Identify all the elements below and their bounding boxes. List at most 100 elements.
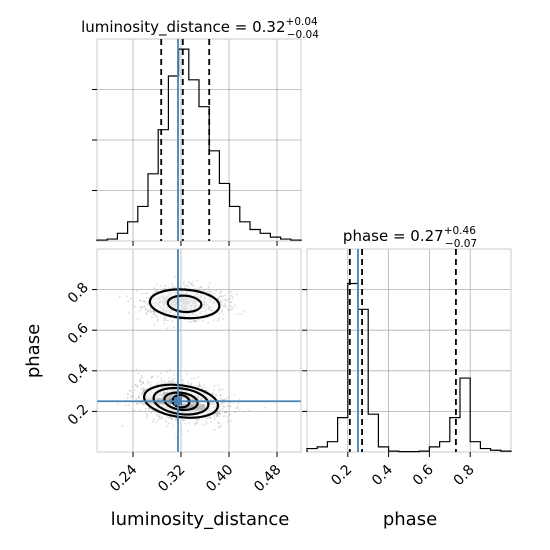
sample-point — [139, 306, 142, 309]
sample-point — [130, 394, 133, 397]
sample-point — [173, 286, 175, 289]
sample-point — [155, 383, 158, 386]
sample-point — [134, 383, 137, 386]
sample-point — [139, 299, 142, 302]
sample-point — [222, 295, 224, 298]
sample-point — [213, 319, 215, 322]
sample-point — [224, 411, 227, 414]
sample-point — [145, 308, 148, 311]
sample-point — [207, 321, 210, 324]
sample-point — [237, 313, 240, 315]
sample-point — [238, 398, 241, 401]
sample-point — [190, 377, 193, 380]
sample-point — [219, 412, 222, 415]
sample-point — [139, 378, 142, 380]
sample-point — [205, 386, 207, 389]
sample-point — [213, 416, 216, 418]
sample-point — [229, 297, 231, 300]
sample-point — [140, 383, 143, 386]
sample-point — [147, 309, 149, 312]
sample-point — [148, 407, 151, 410]
sample-point — [207, 291, 210, 293]
sample-point — [174, 285, 177, 288]
sample-point — [206, 291, 208, 293]
sample-point — [225, 411, 228, 414]
sample-point — [206, 417, 209, 420]
sample-point — [217, 412, 220, 415]
sample-point — [144, 388, 146, 391]
sample-point — [141, 392, 144, 395]
sample-point — [236, 407, 239, 409]
sample-point — [141, 376, 143, 379]
sample-point — [135, 385, 138, 388]
sample-point — [136, 318, 139, 321]
sample-point — [231, 295, 234, 298]
sample-point — [146, 380, 149, 383]
sample-point — [201, 387, 204, 389]
sample-point — [219, 424, 222, 427]
sample-point — [134, 305, 137, 308]
sample-point — [157, 319, 159, 322]
sample-point — [194, 423, 197, 426]
sample-point — [237, 402, 239, 405]
sample-point — [143, 300, 145, 303]
sample-point — [264, 406, 266, 409]
sample-point — [229, 305, 232, 307]
sample-point — [150, 310, 152, 313]
sample-point — [157, 318, 159, 321]
sample-point — [143, 305, 145, 308]
joint-ytick-label: 0.2 — [65, 402, 92, 429]
sample-point — [160, 417, 163, 420]
sample-point — [195, 320, 198, 323]
sample-point — [210, 291, 213, 293]
sample-point — [220, 303, 223, 305]
sample-point — [222, 305, 224, 307]
sample-point — [163, 287, 166, 290]
sample-point — [166, 371, 168, 373]
sample-point — [220, 295, 223, 298]
sample-point — [219, 394, 222, 396]
sample-point — [155, 421, 158, 424]
sample-point — [156, 290, 159, 292]
sample-point — [158, 413, 161, 416]
xlabel-phase: phase — [383, 509, 437, 530]
sample-point — [151, 376, 154, 378]
sample-point — [139, 409, 142, 412]
sample-point — [219, 394, 222, 396]
sample-point — [217, 421, 220, 424]
sample-point — [160, 415, 163, 418]
sample-point — [138, 396, 141, 399]
sample-point — [205, 288, 208, 291]
sample-point — [135, 401, 138, 404]
sample-point — [207, 287, 210, 289]
sample-point — [167, 381, 170, 383]
sample-point — [170, 418, 173, 421]
sample-point — [203, 384, 205, 386]
sample-point — [143, 300, 146, 302]
sample-point — [187, 381, 190, 383]
sample-point — [135, 368, 138, 371]
sample-point — [170, 380, 173, 383]
joint-xtick-label: 0.24 — [107, 462, 140, 495]
sample-point — [200, 286, 203, 289]
sample-point — [156, 315, 158, 318]
sample-point — [162, 381, 165, 384]
sample-point — [171, 417, 174, 420]
sample-point — [215, 413, 218, 416]
sample-point — [175, 418, 178, 421]
sample-point — [229, 405, 231, 407]
sample-point — [157, 415, 160, 418]
sample-point — [165, 421, 168, 423]
contour-line — [148, 288, 221, 320]
sample-point — [200, 423, 203, 426]
sample-point — [198, 384, 201, 387]
sample-point — [243, 311, 246, 313]
sample-point — [149, 311, 152, 313]
sample-point — [195, 419, 198, 422]
sample-point — [180, 429, 183, 432]
sample-point — [147, 303, 149, 306]
sample-point — [145, 413, 148, 416]
sample-point — [142, 403, 145, 406]
ph-hist-xtick-label: 0.8 — [451, 462, 478, 489]
sample-point — [169, 416, 172, 419]
